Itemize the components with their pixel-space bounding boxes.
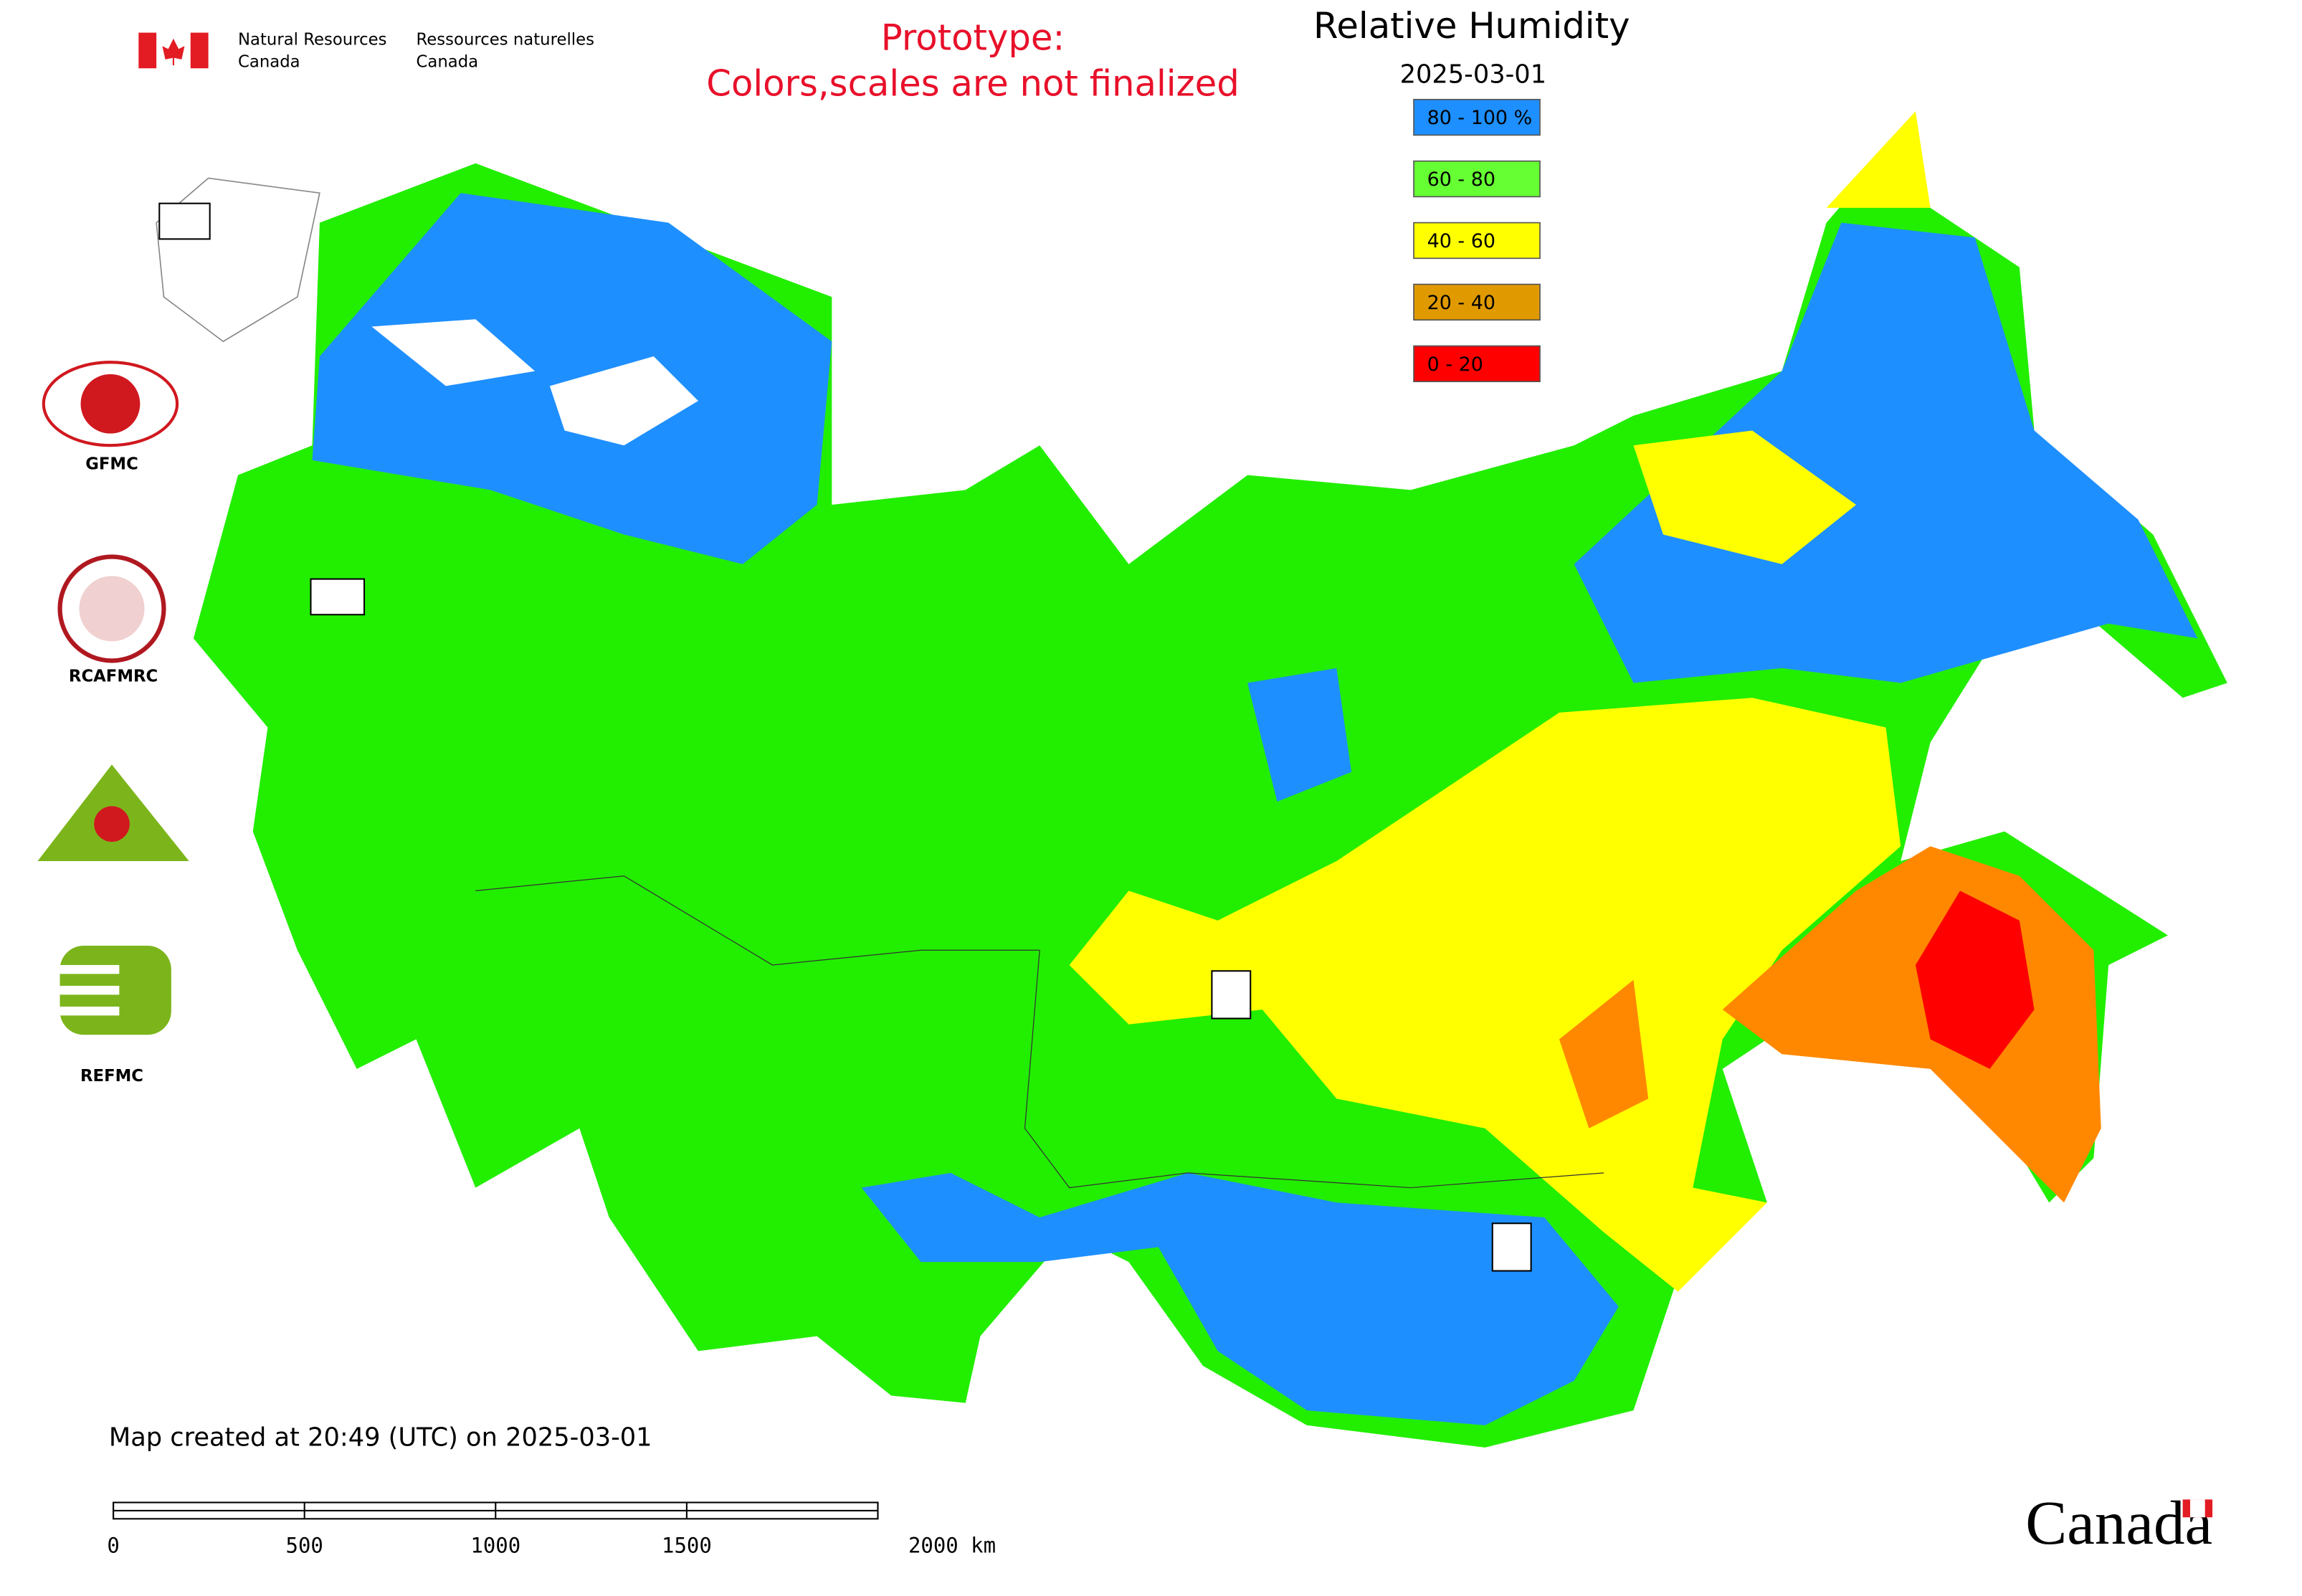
legend-swatch: [1413, 283, 1541, 321]
region-red: [1915, 890, 2035, 1069]
map: [156, 111, 2227, 1448]
date: 2025-03-01: [1400, 60, 1547, 90]
scale-label: 2000 km: [908, 1534, 996, 1558]
dept-fr: Canada: [417, 52, 479, 71]
borders: [475, 875, 1604, 1189]
region-blue-mid: [1247, 668, 1352, 802]
flag: [162, 38, 185, 66]
legend-label: 60 - 80: [1427, 168, 1495, 191]
map-marker: [310, 578, 366, 616]
flag: [138, 32, 157, 69]
logos: GFMC RCAFMRC REFMC: [37, 361, 189, 1086]
logo-icon: [60, 1006, 120, 1016]
dept-en: Canada: [238, 52, 300, 71]
wordmark-flag: [2189, 1499, 2205, 1518]
prototype-note: Prototype:: [881, 16, 1065, 58]
legend-swatch: [1413, 98, 1541, 136]
legend-swatch: [1413, 160, 1541, 198]
header: Natural Resources Canada Ressources natu…: [138, 5, 1630, 105]
logo-icon: [60, 964, 120, 974]
logo-label: REFMC: [80, 1067, 143, 1086]
dept-en: Natural Resources: [238, 30, 386, 49]
logo-icon: [94, 806, 130, 842]
title: Relative Humidity: [1313, 5, 1630, 47]
scale-label: 0: [107, 1534, 119, 1558]
map-marker: [1211, 970, 1252, 1020]
legend-label: 20 - 40: [1427, 292, 1495, 314]
lakes: [371, 319, 698, 446]
logo-label: RCAFMRC: [69, 668, 158, 686]
logo-icon: [60, 985, 120, 995]
region-blue-ne: [1574, 222, 2198, 683]
legend-label: 40 - 60: [1427, 230, 1495, 252]
scale-label: 1500: [662, 1534, 712, 1558]
legend-swatch: [1413, 345, 1541, 382]
region-yellow-ne: [1633, 111, 1931, 564]
footer-note: Map created at 20:49 (UTC) on 2025-03-01: [109, 1423, 652, 1453]
scale-bar: 0 500 1000 1500 2000 km: [107, 1501, 996, 1558]
scale-label: 1000: [470, 1534, 520, 1558]
flag: [190, 32, 209, 69]
dept-fr: Ressources naturelles: [417, 30, 594, 49]
wordmark: Canada: [2025, 1488, 2212, 1557]
legend: 80 - 100 % 60 - 80 40 - 60 20 - 40 0 - 20: [1413, 98, 1541, 382]
region-blue-nw: [312, 193, 832, 564]
legend-swatch: [1413, 222, 1541, 260]
legend-label: 80 - 100 %: [1427, 107, 1533, 129]
map-marker: [1491, 1222, 1532, 1272]
logo-icon: [79, 576, 145, 642]
legend-label: 0 - 20: [1427, 353, 1483, 376]
logo-label: GFMC: [85, 455, 138, 474]
logo-icon: [80, 374, 141, 434]
prototype-note: Colors,scales are not finalized: [706, 63, 1239, 105]
region-yellow: [1069, 698, 1901, 1292]
map-marker: [158, 202, 211, 240]
region-blue-south: [861, 1172, 1619, 1425]
scale-label: 500: [286, 1534, 323, 1558]
outline-land: [156, 177, 320, 343]
